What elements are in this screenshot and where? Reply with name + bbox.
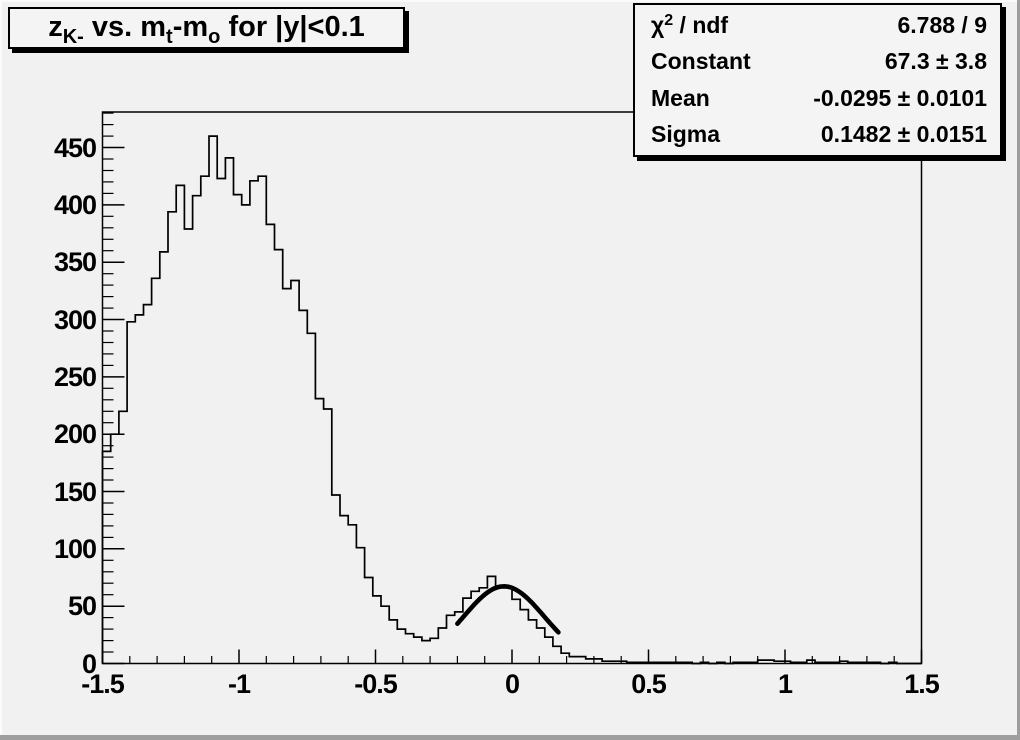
stat-row-constant: Constant 67.3 ± 3.8	[635, 48, 1000, 75]
x-axis-tick-label: -1.5	[81, 669, 125, 699]
y-axis-tick-label: 300	[53, 304, 97, 335]
y-axis-tick-label: 0	[81, 648, 97, 679]
title-text-subscript: t	[166, 26, 173, 48]
stat-value-constant: 67.3 ± 3.8	[884, 48, 987, 75]
title-text-part: for |y|<0.1	[220, 11, 365, 43]
y-axis-tick-label: 50	[67, 591, 97, 622]
y-axis-tick-label: 100	[53, 533, 97, 564]
stat-label-constant: Constant	[651, 48, 751, 75]
stat-row-chi2: χ2 / ndf 6.788 / 9	[635, 12, 1000, 39]
x-axis-tick-label: 1.5	[904, 669, 940, 699]
stat-value-sigma: 0.1482 ± 0.0151	[820, 121, 987, 148]
x-axis-tick-label: -0.5	[354, 669, 398, 699]
stat-value-chi2: 6.788 / 9	[897, 11, 987, 38]
title-text-part: vs. m	[83, 11, 167, 43]
x-axis-tick-label: 1	[777, 669, 793, 699]
histogram-title-box: zK- vs. mt-mo for |y|<0.1	[8, 7, 405, 49]
y-axis-tick-label: 450	[53, 132, 97, 163]
x-axis-tick-label: 0.5	[631, 669, 667, 699]
x-axis-tick-label: 0	[504, 669, 520, 699]
stat-row-mean: Mean -0.0295 ± 0.0101	[635, 85, 1000, 112]
histogram-step-line	[101, 135, 922, 665]
stat-value-mean: -0.0295 ± 0.0101	[813, 84, 987, 111]
title-text-subscript: o	[208, 26, 221, 48]
stat-label-chi2: χ2 / ndf	[651, 11, 729, 38]
plot-frame	[101, 111, 923, 665]
gaussian-fit-curve	[455, 583, 561, 635]
x-axis-tick-label: -1	[227, 669, 251, 699]
title-text-part: z	[48, 11, 63, 43]
fit-stats-box: χ2 / ndf 6.788 / 9 Constant 67.3 ± 3.8 M…	[633, 3, 1002, 157]
y-axis-tick-label: 150	[53, 476, 97, 507]
title-text-part: -m	[172, 11, 209, 43]
y-axis-tick-label: 400	[53, 189, 97, 220]
stat-label-mean: Mean	[651, 84, 710, 111]
y-axis-tick-label: 350	[53, 247, 97, 278]
y-axis-tick-label: 250	[53, 361, 97, 392]
stat-row-sigma: Sigma 0.1482 ± 0.0151	[635, 121, 1000, 148]
y-axis-tick-label: 200	[53, 419, 97, 450]
title-text-subscript: K-	[62, 26, 84, 48]
stat-label-sigma: Sigma	[651, 121, 721, 148]
